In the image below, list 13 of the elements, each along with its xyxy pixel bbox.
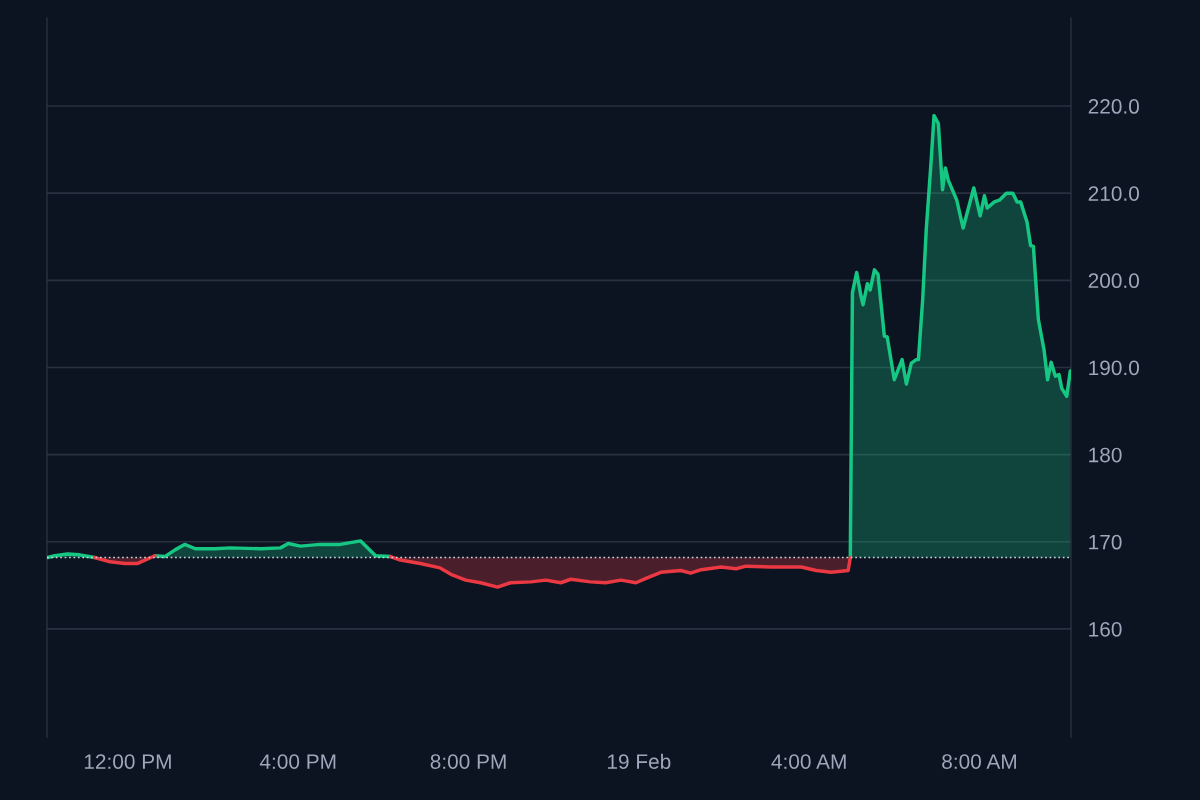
x-tick-label: 4:00 AM — [771, 754, 846, 769]
y-tick-label: 170 — [1089, 534, 1122, 550]
x-tick-label: 19 Feb — [608, 753, 671, 769]
y-tick-label: 220.0 — [1088, 99, 1139, 114]
y-tick-label: 190.0 — [1089, 360, 1139, 376]
x-tick-label: 4:00 PM — [259, 754, 336, 769]
y-tick-label: 210.0 — [1088, 186, 1139, 201]
x-tick-label: 8:00 AM — [942, 754, 1016, 769]
x-tick-label: 12:00 PM — [84, 754, 171, 769]
y-tick-label: 180 — [1089, 447, 1122, 463]
y-tick-label: 200.0 — [1088, 273, 1139, 289]
y-tick-label: 160 — [1089, 621, 1122, 637]
x-tick-label: 8:00 PM — [430, 754, 506, 769]
